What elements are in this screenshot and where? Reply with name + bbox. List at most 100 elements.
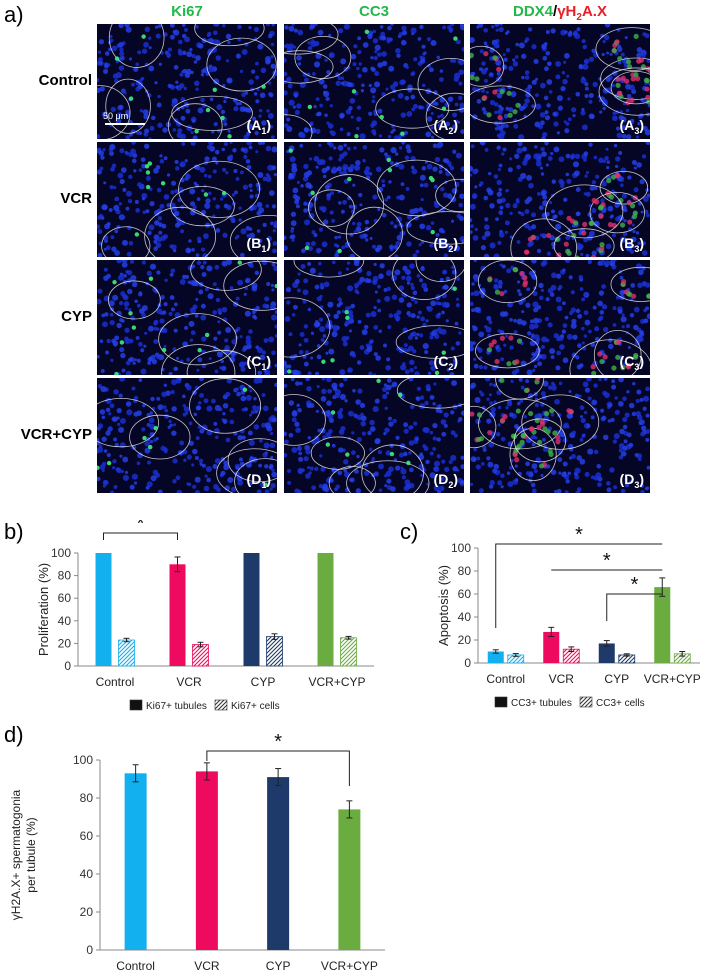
y-tick-label: 60 xyxy=(458,587,472,601)
y-tick-label: 20 xyxy=(58,636,72,650)
y-tick-label: 40 xyxy=(58,614,72,628)
column-header-part: / xyxy=(553,3,558,20)
row-header-vcr-cyp: VCR+CYP xyxy=(20,426,92,443)
significance-bracket xyxy=(495,543,663,628)
error-bar xyxy=(123,637,130,643)
x-tick-label: CYP xyxy=(604,672,629,686)
tile-label: (C2) xyxy=(433,353,458,372)
tile-label: (B2) xyxy=(433,235,458,254)
scale-bar xyxy=(105,123,145,125)
bar xyxy=(266,636,283,667)
micrograph-image xyxy=(97,24,277,139)
bar xyxy=(95,553,112,666)
bar xyxy=(340,637,357,667)
y-tick-label: 100 xyxy=(73,753,93,767)
micrograph-image xyxy=(284,142,464,257)
significance-star: * xyxy=(631,574,639,596)
significance-bracket xyxy=(103,532,178,540)
tile-label: (C3) xyxy=(619,353,644,372)
y-tick-label: 40 xyxy=(458,610,472,624)
panel-label-c: c) xyxy=(400,519,419,544)
significance-star: * xyxy=(274,731,282,753)
tile-label: (D1) xyxy=(246,471,271,490)
micrograph-tile-d3: (D3) xyxy=(470,378,650,493)
micrograph-image xyxy=(97,378,277,493)
bar xyxy=(487,651,504,663)
error-bar xyxy=(659,577,666,597)
error-bar xyxy=(275,768,282,787)
micrograph-image xyxy=(470,260,650,375)
tile-label: (B1) xyxy=(246,235,271,254)
micrograph-tile-b3: (B3) xyxy=(470,142,650,257)
error-bar xyxy=(603,640,610,647)
tile-label: (D2) xyxy=(433,471,458,490)
y-tick-label: 80 xyxy=(458,564,472,578)
tile-label: (B3) xyxy=(619,235,644,254)
legend-label: Ki67+ cells xyxy=(231,701,280,712)
legend-label: CC3+ cells xyxy=(596,698,645,709)
significance-star: * xyxy=(603,550,611,572)
significance-star: * xyxy=(137,520,145,535)
column-header-2: CC3 xyxy=(284,3,464,20)
y-tick-label: 60 xyxy=(80,829,94,843)
micrograph-tile-a3: (A3) xyxy=(470,24,650,139)
x-tick-label: CYP xyxy=(266,959,291,973)
column-header-3: DDX4/γH2A.X xyxy=(470,3,650,23)
y-tick-label: 80 xyxy=(58,569,72,583)
y-tick-label: 0 xyxy=(64,659,71,673)
legend-swatch xyxy=(579,696,593,708)
error-bar xyxy=(203,762,210,781)
micrograph-image xyxy=(97,260,277,375)
x-tick-label: Control xyxy=(96,675,135,689)
y-tick-label: 20 xyxy=(80,905,94,919)
y-tick-label: 100 xyxy=(451,541,471,555)
bar xyxy=(654,587,671,663)
panel-label-d: d) xyxy=(4,722,24,747)
bar xyxy=(195,771,218,950)
legend-label: Ki67+ tubules xyxy=(146,701,207,712)
bar xyxy=(543,631,560,663)
micrograph-tile-a1: (A1) 50 μm xyxy=(97,24,277,139)
micrograph-image xyxy=(97,142,277,257)
y-axis-label-line: γH2A.X+ spermatogonia xyxy=(9,789,23,920)
micrograph-tile-c1: (C1) xyxy=(97,260,277,375)
x-tick-label: Control xyxy=(116,959,155,973)
panel-label-b: b) xyxy=(4,519,24,544)
y-tick-label: 20 xyxy=(458,633,472,647)
micrograph-tile-b1: (B1) xyxy=(97,142,277,257)
significance-bracket xyxy=(606,593,663,621)
legend-swatch xyxy=(494,696,508,708)
x-tick-label: VCR+CYP xyxy=(644,672,701,686)
tile-label: (C1) xyxy=(246,353,271,372)
column-header-part: CC3 xyxy=(358,3,389,20)
chart-gamma-h2ax: 0 20 40 60 80 100 γH2A.X+ spermatogonia per tub… xyxy=(9,731,385,973)
column-header-part: 2 xyxy=(576,12,582,23)
column-header-part: A.X xyxy=(581,3,607,20)
tile-label: (D3) xyxy=(619,471,644,490)
micrograph-image xyxy=(284,378,464,493)
micrograph-tile-c2: (C2) xyxy=(284,260,464,375)
row-header-control: Control xyxy=(38,72,92,89)
tile-label: (A1) xyxy=(246,117,271,136)
micrograph-image xyxy=(470,142,650,257)
column-header-part: γH xyxy=(557,3,577,20)
error-bar xyxy=(548,626,555,638)
error-bar xyxy=(132,764,139,783)
y-axis-label: Apoptosis (%) xyxy=(436,565,451,646)
error-bar xyxy=(679,651,686,657)
bar xyxy=(169,564,186,666)
error-bar xyxy=(345,635,352,640)
bar xyxy=(124,773,147,950)
column-header-part: Ki67 xyxy=(171,3,203,20)
column-header-part: DDX4 xyxy=(513,3,554,20)
bar xyxy=(243,553,260,666)
bar xyxy=(338,809,361,950)
bar xyxy=(598,643,615,663)
y-tick-label: 40 xyxy=(80,867,94,881)
y-tick-label: 0 xyxy=(86,943,93,957)
micrograph-tile-a2: (A2) xyxy=(284,24,464,139)
micrograph-tile-d2: (D2) xyxy=(284,378,464,493)
error-bar xyxy=(197,641,204,648)
